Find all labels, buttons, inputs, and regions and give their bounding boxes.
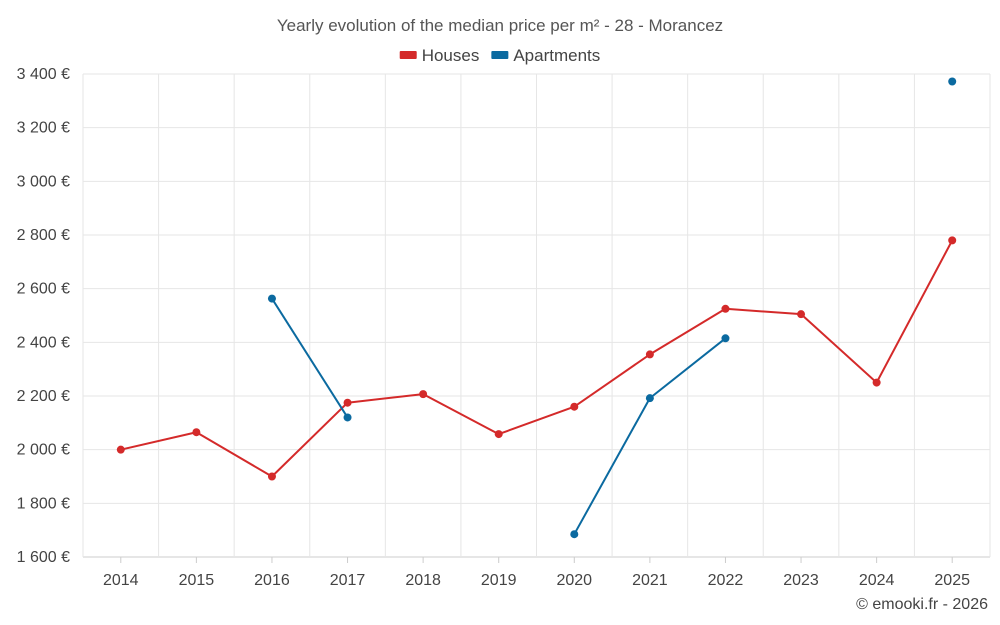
apartments-line-segment [573, 337, 727, 535]
legend: Houses Apartments [399, 46, 600, 65]
apartments-point-2020 [570, 530, 579, 539]
legend-swatch-apartments [491, 51, 509, 59]
houses-point-2024 [872, 378, 881, 387]
y-tick-label: 2 400 € [17, 334, 70, 351]
x-tick-label: 2017 [330, 572, 366, 589]
chart-title: Yearly evolution of the median price per… [277, 16, 723, 35]
houses-point-2015 [192, 428, 201, 437]
grid [82, 73, 991, 558]
y-axis: 1 600 € 1 800 € 2 000 € 2 200 € 2 400 € 2 600… [17, 66, 70, 566]
houses-point-2020 [570, 402, 579, 411]
apartments-line-segment [271, 298, 349, 419]
y-tick-label: 3 000 € [17, 173, 70, 190]
y-tick-label: 2 600 € [17, 281, 70, 298]
legend-swatch-houses [399, 51, 417, 59]
apartments-point-2022 [721, 334, 730, 343]
houses-point-2021 [645, 350, 654, 359]
apartments-point-2017 [343, 413, 352, 422]
x-axis: 2014 2015 2016 2017 2018 2019 2020 2021 2022 2023… [103, 557, 970, 589]
apartments-point-2021 [645, 394, 654, 403]
series-apartments [267, 77, 957, 539]
houses-point-2018 [419, 390, 428, 399]
copyright-text: © emooki.fr - 2026 [856, 596, 988, 613]
x-tick-label: 2018 [405, 572, 441, 589]
houses-point-2022 [721, 304, 730, 313]
y-tick-label: 2 000 € [17, 442, 70, 459]
houses-point-2014 [116, 445, 125, 454]
x-tick-label: 2014 [103, 572, 139, 589]
houses-point-2016 [267, 472, 276, 481]
x-tick-label: 2025 [934, 572, 970, 589]
houses-point-2017 [343, 398, 352, 407]
apartments-point-2025 [948, 77, 957, 86]
x-tick-label: 2020 [556, 572, 592, 589]
series-layer [116, 77, 957, 539]
y-tick-label: 3 200 € [17, 120, 70, 137]
houses-point-2025 [948, 236, 957, 245]
x-tick-label: 2015 [179, 572, 215, 589]
series-houses [116, 236, 957, 481]
y-tick-label: 2 800 € [17, 227, 70, 244]
y-tick-label: 1 800 € [17, 495, 70, 512]
x-tick-label: 2024 [859, 572, 895, 589]
x-tick-label: 2023 [783, 572, 819, 589]
x-tick-label: 2021 [632, 572, 668, 589]
apartments-point-2016 [267, 294, 276, 303]
houses-line-segment [120, 239, 954, 478]
y-tick-label: 1 600 € [17, 549, 70, 566]
legend-label-houses: Houses [422, 46, 480, 65]
houses-point-2019 [494, 430, 503, 439]
x-tick-label: 2022 [708, 572, 744, 589]
y-tick-label: 3 400 € [17, 66, 70, 83]
houses-point-2023 [797, 310, 806, 319]
x-tick-label: 2016 [254, 572, 290, 589]
y-tick-label: 2 200 € [17, 388, 70, 405]
x-tick-label: 2019 [481, 572, 517, 589]
legend-label-apartments: Apartments [513, 46, 600, 65]
